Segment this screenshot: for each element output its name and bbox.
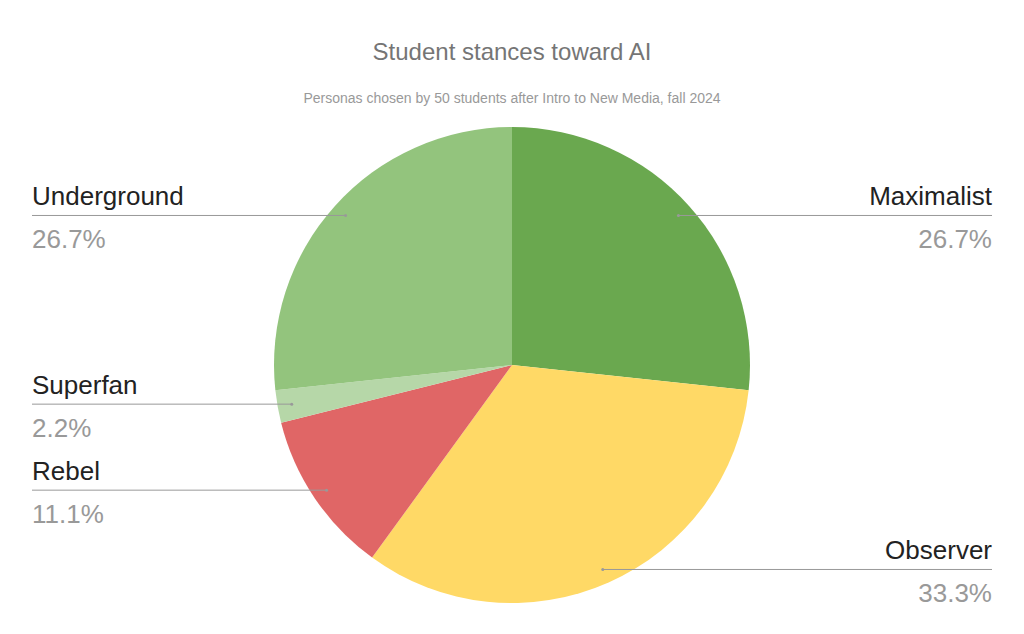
chart-container: Student stances toward AI Personas chosen…	[0, 0, 1024, 634]
slice-value: 2.2%	[32, 413, 91, 443]
subtitle: Personas chosen by 50 students after Int…	[303, 90, 720, 106]
leader-dot	[344, 214, 347, 217]
leader-line	[603, 569, 992, 570]
slice-label: Superfan	[32, 370, 138, 400]
leader-dot	[290, 403, 293, 406]
leader-dot	[601, 568, 604, 571]
leader-dot	[677, 214, 680, 217]
chart-svg: Student stances toward AI Personas chosen…	[0, 0, 1024, 634]
leader-line	[32, 404, 292, 405]
slice-value: 11.1%	[32, 499, 104, 529]
leader-line	[32, 215, 346, 216]
leader-line	[32, 490, 327, 491]
slice-label: Maximalist	[869, 181, 993, 211]
pie-slice	[274, 127, 512, 390]
labels: Maximalist 26.7% Observer 33.3% Rebel 11.1% Su…	[32, 181, 993, 608]
leader-dot	[325, 489, 328, 492]
slice-label: Rebel	[32, 456, 100, 486]
title: Student stances toward AI	[373, 38, 652, 65]
pie-slice	[512, 127, 750, 390]
slice-value: 33.3%	[918, 578, 992, 608]
slice-value: 26.7%	[32, 224, 106, 254]
slice-label: Observer	[885, 535, 992, 565]
slice-label: Underground	[32, 181, 184, 211]
slice-value: 26.7%	[918, 224, 992, 254]
slices	[274, 127, 750, 603]
leader-line	[678, 215, 992, 216]
